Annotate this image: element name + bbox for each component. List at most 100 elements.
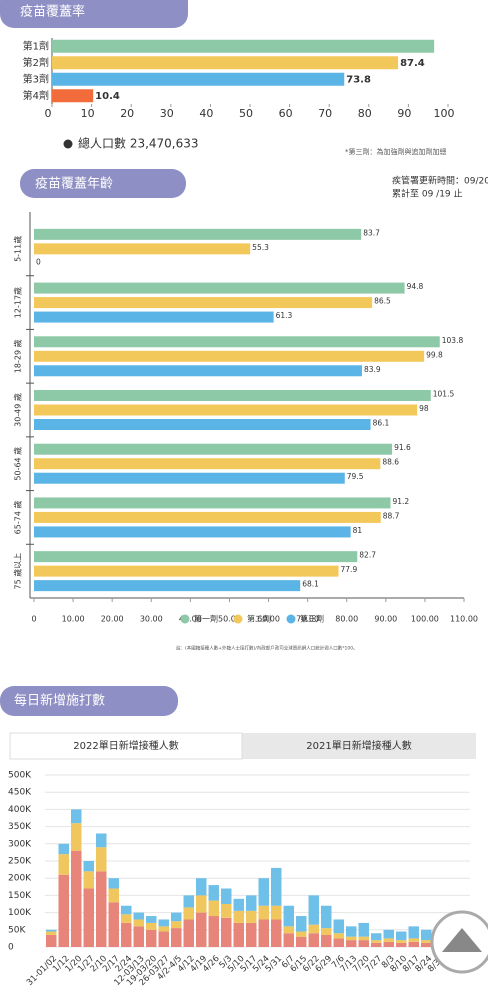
update-text: 累計至 09 /19 止 bbox=[392, 188, 463, 200]
y-tick-label: 100K bbox=[8, 908, 32, 918]
bar-segment bbox=[246, 922, 257, 947]
bar-segment bbox=[346, 936, 357, 941]
tab-label[interactable]: 2021單日新增接種人數 bbox=[306, 739, 411, 752]
scroll-top-arrow[interactable] bbox=[442, 928, 482, 952]
value-label: 91.2 bbox=[393, 497, 410, 506]
value-label: 83.9 bbox=[364, 365, 381, 374]
bar bbox=[34, 526, 351, 538]
bar-segment bbox=[108, 888, 119, 903]
x-tick-label: 30 bbox=[160, 107, 174, 120]
legend-label: 第一劑 bbox=[194, 614, 218, 624]
bar bbox=[34, 282, 405, 294]
bar bbox=[34, 565, 339, 577]
bar-segment bbox=[71, 809, 82, 824]
y-tick-label: 150K bbox=[8, 891, 32, 901]
bar-segment bbox=[308, 895, 319, 925]
bar-segment bbox=[258, 919, 269, 947]
bar bbox=[34, 365, 362, 377]
legend-label: 第三劑 bbox=[300, 614, 324, 624]
bar-segment bbox=[146, 929, 157, 947]
bar-segment bbox=[258, 905, 269, 920]
scroll-top-button[interactable] bbox=[430, 910, 488, 974]
bar-segment bbox=[221, 888, 232, 904]
value-label: 61.3 bbox=[276, 311, 293, 320]
bar-segment bbox=[283, 905, 294, 927]
legend-dot bbox=[233, 614, 243, 624]
bar-segment bbox=[96, 847, 107, 872]
note: 註：(本國籍接種人數+外籍人士接打數)/內政部戶政司全球資訊網人口統計週人口數*… bbox=[176, 645, 358, 652]
bar-segment bbox=[258, 878, 269, 906]
bar bbox=[52, 56, 399, 70]
bar-segment bbox=[196, 895, 207, 913]
note: *第三劑：為加強劑與追加劑加總 bbox=[345, 147, 447, 156]
bar-segment bbox=[183, 907, 194, 920]
bar-segment bbox=[271, 919, 282, 947]
bar-segment bbox=[308, 933, 319, 947]
bar bbox=[34, 311, 274, 323]
y-tick-label: 75 歲以上 bbox=[13, 553, 23, 590]
y-tick-label: 30-49 歲 bbox=[13, 393, 23, 427]
y-tick-label: 350K bbox=[8, 822, 32, 832]
section-title: 疫苗覆蓋率 bbox=[20, 4, 85, 20]
value-label: 86.5 bbox=[374, 297, 391, 306]
x-tick-label: 20.00 bbox=[101, 615, 124, 624]
value-label: 101.5 bbox=[433, 390, 455, 399]
bar-segment bbox=[383, 929, 394, 939]
legend-label: 第二劑 bbox=[247, 614, 271, 624]
bar-segment bbox=[233, 910, 244, 923]
bar-segment bbox=[358, 940, 369, 947]
bar-segment bbox=[133, 912, 144, 920]
bar-segment bbox=[296, 916, 307, 932]
bar-segment bbox=[271, 905, 282, 920]
bar-segment bbox=[46, 929, 57, 932]
x-tick-label: 30.00 bbox=[140, 615, 163, 624]
bar-segment bbox=[271, 867, 282, 906]
bar bbox=[52, 89, 94, 103]
bar-segment bbox=[321, 928, 332, 935]
y-tick-label: 第1劑 bbox=[23, 39, 49, 52]
bar-segment bbox=[46, 934, 57, 947]
x-tick-label: 110.00 bbox=[450, 615, 478, 624]
bar-segment bbox=[421, 940, 432, 943]
x-tick-label: 90 bbox=[397, 107, 411, 120]
tab-label[interactable]: 2022單日新增接種人數 bbox=[73, 739, 178, 752]
y-tick-label: 第4劑 bbox=[23, 89, 49, 102]
bar-segment bbox=[133, 919, 144, 927]
value-label: 98 bbox=[419, 404, 429, 413]
x-tick-label: 80.00 bbox=[335, 615, 358, 624]
bar-segment bbox=[171, 912, 182, 922]
x-tick-label: 60.00 bbox=[257, 615, 280, 624]
bar-segment bbox=[208, 900, 219, 917]
bar bbox=[34, 336, 440, 348]
legend-text: 總人口數 23,470,633 bbox=[78, 136, 199, 151]
bar bbox=[34, 580, 301, 592]
bar-segment bbox=[246, 895, 257, 911]
x-tick-label: 90.00 bbox=[374, 615, 397, 624]
bar-segment bbox=[283, 926, 294, 934]
bar-segment bbox=[371, 940, 382, 943]
bar bbox=[52, 72, 345, 86]
y-tick-label: 450K bbox=[8, 788, 32, 798]
bar-segment bbox=[221, 917, 232, 947]
tab-active[interactable] bbox=[9, 732, 243, 760]
bar-segment bbox=[108, 902, 119, 947]
value-label: 83.7 bbox=[363, 228, 380, 237]
y-tick-label: 0 bbox=[8, 943, 14, 953]
y-tick-label: 200K bbox=[8, 874, 32, 884]
bar-segment bbox=[83, 871, 94, 889]
bar-segment bbox=[371, 933, 382, 941]
bar-segment bbox=[233, 898, 244, 911]
value-label: 77.9 bbox=[341, 565, 358, 574]
bar-segment bbox=[308, 924, 319, 934]
x-tick-label: 40.00 bbox=[179, 615, 202, 624]
bar-segment bbox=[283, 933, 294, 947]
bar-segment bbox=[358, 936, 369, 941]
bar-segment bbox=[221, 904, 232, 918]
x-tick-label: 50 bbox=[239, 107, 253, 120]
bar-segment bbox=[58, 843, 69, 855]
x-tick-label: 60 bbox=[279, 107, 293, 120]
bar bbox=[34, 243, 251, 255]
y-tick-label: 250K bbox=[8, 857, 32, 867]
x-tick-label: 20 bbox=[120, 107, 134, 120]
